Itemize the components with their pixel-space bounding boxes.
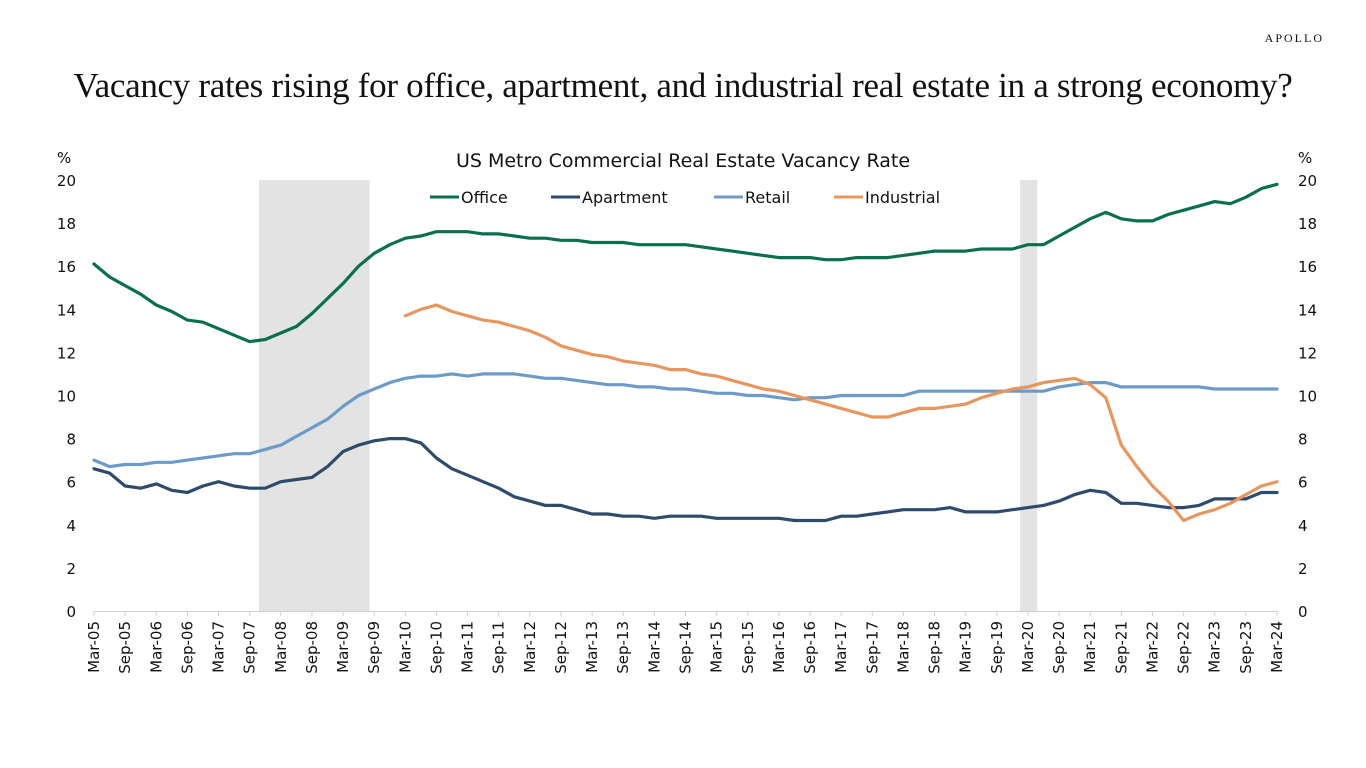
chart-title: US Metro Commercial Real Estate Vacancy … (456, 150, 910, 172)
y-axis-left: 0 2 4 6 8 10 12 14 16 18 20 (57, 172, 76, 621)
x-tick-label: Sep-16 (801, 621, 819, 674)
x-tick-label: Sep-10 (427, 621, 445, 674)
y-tick-left: 14 (57, 301, 76, 319)
y-tick-right: 12 (1298, 344, 1317, 362)
x-tick-label: Mar-14 (645, 621, 663, 673)
x-axis: Mar-05 Sep-05 Mar-06 Sep-06 Mar-07 Sep-07 Mar-… (85, 611, 1286, 674)
x-tick-label: Mar-17 (832, 621, 850, 673)
y-tick-right: 14 (1298, 301, 1317, 319)
y-tick-right: 6 (1298, 474, 1308, 492)
x-tick-label: Mar-20 (1019, 621, 1037, 673)
x-tick-label: Mar-19 (957, 621, 975, 673)
x-tick-label: Mar-08 (272, 621, 290, 673)
x-tick-label: Sep-08 (303, 621, 321, 674)
y-axis-right: 0 2 4 6 8 10 12 14 16 18 20 (1298, 172, 1317, 621)
y-tick-right: 10 (1298, 388, 1317, 406)
x-tick-label: Sep-05 (116, 621, 134, 674)
series-line-retail (92, 372, 1279, 469)
y-tick-left: 20 (57, 172, 76, 190)
x-tick-label: Sep-23 (1237, 621, 1255, 674)
x-tick-label: Sep-18 (926, 621, 944, 674)
x-tick-label: Mar-13 (583, 621, 601, 673)
legend-label: Apartment (582, 188, 668, 207)
x-tick-label: Sep-17 (863, 621, 881, 674)
y-tick-right: 8 (1298, 431, 1308, 449)
y-axis-unit-left: % (57, 149, 71, 167)
brand-logo: APOLLO (1264, 31, 1324, 45)
y-tick-left: 10 (57, 388, 76, 406)
x-tick-label: Sep-07 (241, 621, 259, 674)
x-tick-label: Sep-21 (1112, 621, 1130, 674)
x-tick-label: Sep-09 (365, 621, 383, 674)
recession-band-2 (1020, 180, 1038, 611)
x-tick-label: Mar-09 (334, 621, 352, 673)
legend: Office Apartment Retail Industrial (430, 188, 940, 207)
series-lines (92, 182, 1279, 523)
y-tick-left: 6 (66, 474, 76, 492)
legend-item-retail: Retail (714, 188, 790, 207)
x-tick-label: Mar-11 (459, 621, 477, 673)
x-tick-label: Sep-12 (552, 621, 570, 674)
recession-shading-group (258, 180, 1038, 611)
x-tick-label: Mar-06 (147, 621, 165, 673)
y-tick-right: 2 (1298, 560, 1308, 578)
x-tick-label: Mar-24 (1268, 621, 1286, 673)
x-tick-label: Mar-05 (85, 621, 103, 673)
y-tick-left: 8 (66, 431, 76, 449)
series-line-apartment (92, 437, 1279, 523)
x-tick-label: Mar-12 (521, 621, 539, 673)
y-tick-right: 16 (1298, 258, 1317, 276)
series-line-office (92, 182, 1279, 344)
y-tick-right: 4 (1298, 517, 1308, 535)
x-tick-label: Sep-19 (988, 621, 1006, 674)
x-tick-label: Sep-22 (1175, 621, 1193, 674)
legend-item-office: Office (430, 188, 508, 207)
y-tick-left: 16 (57, 258, 76, 276)
x-tick-label: Sep-11 (490, 621, 508, 674)
y-tick-left: 2 (66, 560, 76, 578)
x-tick-label: Mar-07 (210, 621, 228, 673)
series-line-industrial (403, 303, 1279, 523)
y-tick-left: 0 (66, 603, 76, 621)
y-tick-right: 18 (1298, 215, 1317, 233)
x-tick-label: Mar-16 (770, 621, 788, 673)
x-tick-label: Sep-15 (739, 621, 757, 674)
page-headline: Vacancy rates rising for office, apartme… (73, 66, 1293, 105)
legend-label: Office (461, 188, 508, 207)
x-tick-label: Sep-06 (178, 621, 196, 674)
y-tick-right: 20 (1298, 172, 1317, 190)
y-tick-left: 12 (57, 344, 76, 362)
x-tick-label: Mar-22 (1143, 621, 1161, 673)
x-tick-label: Mar-10 (396, 621, 414, 673)
y-tick-right: 0 (1298, 603, 1308, 621)
x-tick-label: Sep-13 (614, 621, 632, 674)
legend-item-apartment: Apartment (551, 188, 668, 207)
x-tick-label: Mar-18 (894, 621, 912, 673)
legend-label: Industrial (865, 188, 940, 207)
legend-item-industrial: Industrial (834, 188, 940, 207)
legend-label: Retail (745, 188, 790, 207)
x-tick-label: Mar-15 (708, 621, 726, 673)
x-tick-label: Sep-20 (1050, 621, 1068, 674)
x-tick-label: Mar-23 (1206, 621, 1224, 673)
x-tick-label: Sep-14 (677, 621, 695, 674)
y-tick-left: 4 (66, 517, 76, 535)
recession-band-1 (258, 180, 370, 611)
y-axis-unit-right: % (1298, 149, 1312, 167)
x-tick-label: Mar-21 (1081, 621, 1099, 673)
y-tick-left: 18 (57, 215, 76, 233)
